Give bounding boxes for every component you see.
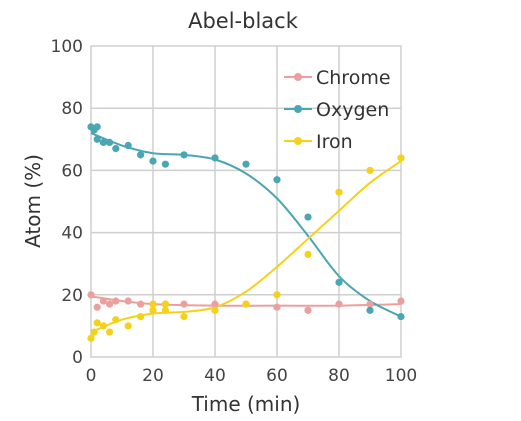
y-tick-labels: 0 20 40 60 80 100	[51, 37, 83, 368]
iron-point-13	[211, 306, 219, 314]
iron-point-6	[124, 322, 132, 330]
y-tick-label-20: 20	[61, 286, 83, 306]
oxygen-point-3	[93, 135, 101, 143]
oxygen-point-9	[149, 157, 157, 165]
oxygen-point-8	[137, 151, 145, 159]
x-axis-title: Time (min)	[191, 392, 301, 416]
oxygen-point-16	[335, 278, 343, 286]
data-points	[87, 123, 405, 342]
chrome-point-12	[273, 303, 281, 311]
legend-label-oxygen: Oxygen	[316, 99, 389, 121]
y-axis-title: Atom (%)	[21, 154, 45, 248]
chrome-point-9	[180, 300, 188, 308]
oxygen-point-12	[211, 154, 219, 162]
chrome-point-4	[112, 297, 120, 305]
iron-point-16	[304, 250, 312, 258]
iron-point-19	[397, 154, 405, 162]
oxygen-point-4	[99, 138, 107, 147]
x-tick-label-20: 20	[142, 366, 164, 386]
y-tick-label-40: 40	[61, 224, 83, 244]
iron-fit-line	[90, 160, 402, 334]
iron-point-9	[149, 306, 157, 314]
oxygen-point-15	[304, 213, 312, 221]
iron-point-17	[335, 188, 343, 196]
legend-marker-chrome	[294, 73, 302, 81]
iron-point-4	[106, 328, 114, 336]
x-tick-labels: 0 20 40 60 80 100	[86, 366, 418, 386]
iron-point-15	[273, 291, 281, 299]
iron-point-2	[93, 319, 101, 327]
x-tick-label-60: 60	[266, 366, 288, 386]
chrome-point-16	[397, 297, 405, 305]
x-tick-label-100: 100	[385, 366, 417, 386]
legend-marker-iron	[294, 137, 302, 145]
chrome-point-10	[211, 300, 219, 308]
chrome-point-15	[366, 300, 374, 308]
iron-point-18	[366, 166, 374, 174]
chart-title: Abel-black	[188, 9, 299, 33]
grid	[91, 46, 401, 357]
chrome-point-3	[106, 300, 114, 308]
y-tick-label-0: 0	[72, 348, 83, 368]
iron-point-7	[137, 312, 145, 321]
y-tick-label-100: 100	[51, 37, 83, 57]
oxygen-point-6	[112, 145, 120, 153]
iron-point-8	[149, 300, 157, 308]
oxygen-point-2	[93, 123, 101, 131]
oxygen-fit-line	[90, 132, 402, 318]
iron-point-12	[180, 312, 188, 321]
oxygen-point-17	[366, 306, 374, 314]
oxygen-point-10	[161, 160, 169, 168]
x-tick-label-40: 40	[204, 366, 226, 386]
legend-marker-oxygen	[294, 105, 302, 113]
oxygen-point-5	[106, 138, 114, 147]
iron-point-14	[242, 300, 250, 308]
chrome-point-13	[304, 306, 312, 314]
oxygen-point-14	[273, 176, 281, 184]
legend-label-chrome: Chrome	[316, 67, 391, 89]
iron-point-10	[161, 300, 169, 308]
plot-frame	[90, 45, 402, 358]
iron-point-1	[90, 328, 98, 336]
x-tick-label-0: 0	[86, 366, 97, 386]
chrome-point-14	[335, 300, 343, 308]
y-tick-label-60: 60	[61, 161, 83, 181]
y-tick-label-80: 80	[61, 99, 83, 119]
iron-point-5	[112, 316, 120, 324]
oxygen-point-11	[180, 151, 188, 159]
chrome-point-1	[93, 303, 101, 311]
legend-label-iron: Iron	[316, 131, 353, 153]
oxygen-point-13	[242, 160, 250, 168]
chrome-point-5	[124, 297, 132, 305]
iron-point-3	[99, 322, 107, 330]
legend: Chrome Oxygen Iron	[284, 67, 391, 153]
oxygen-point-18	[397, 312, 405, 321]
chrome-point-2	[99, 297, 107, 305]
oxygen-point-7	[124, 141, 132, 150]
chrome-point-6	[137, 300, 145, 308]
iron-point-0	[87, 334, 95, 342]
x-tick-label-80: 80	[328, 366, 350, 386]
iron-point-11	[161, 306, 169, 314]
chrome-point-0	[87, 291, 95, 299]
